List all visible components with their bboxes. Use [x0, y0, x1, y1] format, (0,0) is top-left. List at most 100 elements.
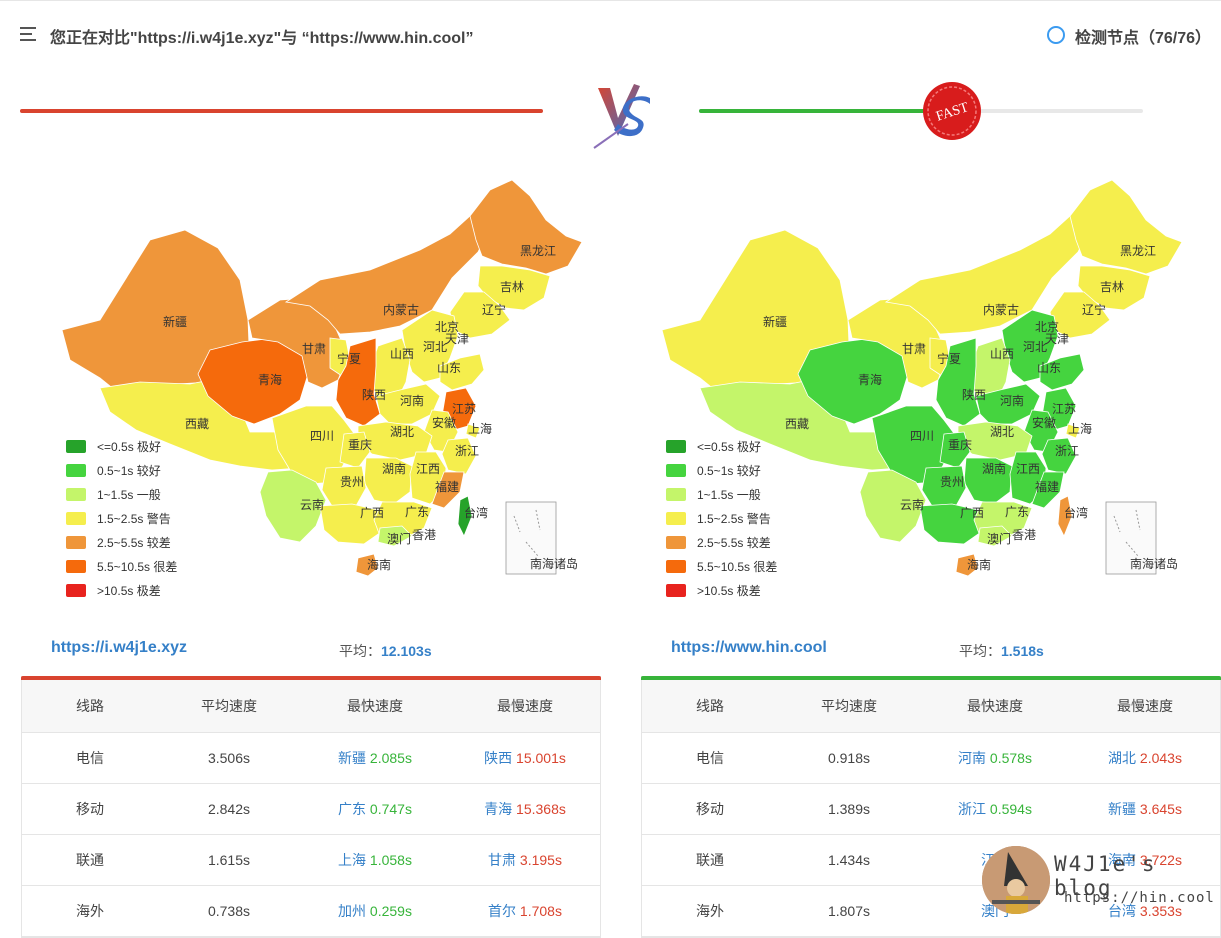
province-heilongjiang[interactable] [1069, 179, 1183, 275]
map-label-macau: 澳门 [387, 531, 411, 546]
fast-stamp: FAST [923, 82, 981, 140]
right-site-link[interactable]: https://www.hin.cool [671, 639, 827, 656]
province-heilongjiang[interactable] [469, 179, 583, 275]
province-shanghai[interactable] [1065, 423, 1081, 439]
legend-item[interactable]: 0.5~1s 较好 [666, 458, 777, 482]
node-count[interactable]: 检测节点（76/76） [1046, 24, 1211, 48]
map-label-hebei: 河北 [1023, 340, 1047, 354]
province-zhejiang[interactable] [1041, 437, 1077, 475]
legend-swatch [666, 439, 686, 453]
map-label-gansu: 甘肃 [902, 342, 926, 356]
legend-item[interactable]: <=0.5s 极好 [666, 434, 777, 458]
map-label-taiwan: 台湾 [1064, 505, 1088, 520]
map-label-shanxi: 山西 [990, 347, 1014, 361]
right-speed-bar [699, 109, 929, 113]
blog-watermark: W4J1e's blog https://hin.cool [982, 846, 1221, 931]
fastest-speed: 广东 0.747s [338, 801, 412, 817]
legend-swatch [666, 559, 686, 573]
map-label-liaoning: 辽宁 [1082, 302, 1106, 317]
legend-item[interactable]: 2.5~5.5s 较差 [666, 530, 777, 554]
legend-label: <=0.5s 极好 [697, 439, 762, 454]
legend-item[interactable]: 0.5~1s 较好 [66, 458, 177, 482]
watermark-title: W4J1e's blog [1054, 852, 1157, 900]
avg-speed: 2.842s [207, 801, 251, 817]
map-label-zhejiang: 浙江 [1055, 444, 1079, 458]
map-label-shanghai: 上海 [468, 421, 492, 436]
legend-item[interactable]: 1.5~2.5s 警告 [66, 506, 177, 530]
province-guangxi[interactable] [319, 503, 385, 545]
map-label-heilongjiang: 黑龙江 [520, 244, 556, 258]
south-sea-inset [505, 501, 557, 575]
province-hongkong[interactable] [977, 525, 1013, 547]
province-yunnan[interactable] [259, 469, 327, 543]
map-label-guizhou: 贵州 [940, 475, 964, 489]
province-neimenggu[interactable] [884, 215, 1093, 335]
menu-icon[interactable] [20, 27, 36, 41]
line-name: 移动 [76, 801, 104, 817]
south-sea-dashes [513, 509, 541, 557]
node-count-label: 检测节点（76/76） [1074, 30, 1211, 47]
legend-item[interactable]: 1~1.5s 一般 [666, 482, 777, 506]
province-guangxi[interactable] [919, 503, 985, 545]
table-header: 线路 平均速度 最快速度 最慢速度 [22, 680, 600, 733]
map-label-hebei: 河北 [423, 340, 447, 354]
map-label-guangxi: 广西 [960, 506, 984, 520]
legend-label: <=0.5s 极好 [97, 439, 162, 454]
province-hainan[interactable] [955, 553, 979, 577]
province-fujian[interactable] [1031, 471, 1065, 509]
province-zhejiang[interactable] [441, 437, 477, 475]
fastest-speed: 上海 1.058s [338, 852, 412, 868]
table-row: 电信 3.506s 新疆 2.085s 陕西 15.001s [22, 733, 600, 784]
avatar [982, 846, 1050, 914]
map-label-jiangxi: 江西 [416, 462, 440, 476]
map-label-hainan: 海南 [967, 557, 991, 572]
province-taiwan[interactable] [1057, 495, 1073, 537]
map-label-shanxi: 山西 [390, 347, 414, 361]
legend-item[interactable]: 5.5~10.5s 很差 [666, 554, 777, 578]
table-header: 线路 平均速度 最快速度 最慢速度 [642, 680, 1220, 733]
column-header: 最快速度 [967, 698, 1023, 714]
province-shandong[interactable] [439, 353, 485, 391]
province-chongqing[interactable] [939, 431, 971, 469]
legend-swatch [666, 487, 686, 501]
map-label-ningxia: 宁夏 [937, 351, 961, 366]
map-label-guangdong: 广东 [1005, 505, 1029, 519]
map-label-liaoning: 辽宁 [482, 302, 506, 317]
left-site-link[interactable]: https://i.w4j1e.xyz [51, 639, 188, 656]
legend-item[interactable]: >10.5s 极差 [666, 578, 777, 602]
map-label-hunan: 湖南 [982, 461, 1006, 476]
province-fujian[interactable] [431, 471, 465, 509]
province-shanghai[interactable] [465, 423, 481, 439]
legend-label: 0.5~1s 较好 [697, 463, 761, 478]
province-shandong[interactable] [1039, 353, 1085, 391]
province-neimenggu[interactable] [284, 215, 493, 335]
legend-item[interactable]: 1~1.5s 一般 [66, 482, 177, 506]
legend-item[interactable]: 1.5~2.5s 警告 [666, 506, 777, 530]
province-hainan[interactable] [355, 553, 379, 577]
legend-label: >10.5s 极差 [697, 583, 761, 598]
province-hongkong[interactable] [377, 525, 413, 547]
legend-item[interactable]: 2.5~5.5s 较差 [66, 530, 177, 554]
province-chongqing[interactable] [339, 431, 371, 469]
legend-item[interactable]: 5.5~10.5s 很差 [66, 554, 177, 578]
left-average: 平均：12.103s [339, 641, 432, 661]
table-row: 电信 0.918s 河南 0.578s 湖北 2.043s [642, 733, 1220, 784]
top-divider [0, 0, 1221, 1]
column-header: 线路 [696, 698, 724, 714]
page-title: 您正在对比"https://i.w4j1e.xyz"与 “https://www… [50, 30, 474, 47]
legend-swatch [66, 559, 86, 573]
legend-item[interactable]: >10.5s 极差 [66, 578, 177, 602]
right-average-value: 1.518s [1001, 643, 1044, 659]
fastest-speed: 加州 0.259s [338, 903, 412, 919]
map-label-beijing: 北京 [435, 320, 459, 334]
map-label-chongqing: 重庆 [948, 438, 972, 452]
province-yunnan[interactable] [859, 469, 927, 543]
map-label-ningxia: 宁夏 [337, 351, 361, 366]
province-taiwan[interactable] [457, 495, 473, 537]
map-label-hubei: 湖北 [990, 424, 1014, 439]
right-average-label: 平均： [959, 643, 1001, 659]
legend-label: 1~1.5s 一般 [97, 487, 161, 502]
legend-item[interactable]: <=0.5s 极好 [66, 434, 177, 458]
column-header: 平均速度 [821, 698, 877, 714]
